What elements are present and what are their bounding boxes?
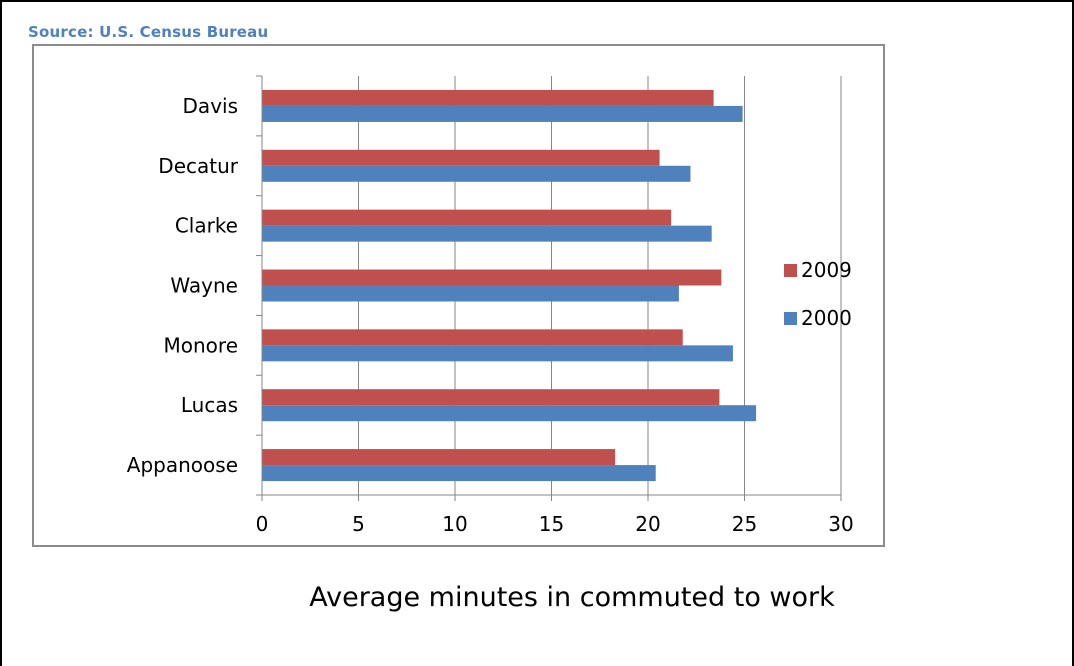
category-label: Lucas	[181, 393, 238, 417]
x-tick-label: 10	[442, 512, 467, 536]
category-label: Decatur	[158, 154, 238, 178]
category-label: Wayne	[170, 274, 238, 298]
chart-caption: Average minutes in commuted to work	[309, 582, 835, 613]
x-tick-label: 0	[256, 512, 269, 536]
category-label: Appanoose	[127, 453, 238, 477]
bar-2009-lucas	[262, 389, 720, 406]
bar-2009-davis	[262, 89, 714, 106]
category-label: Monore	[164, 333, 239, 357]
bar-chart: 0 5 10 15 20 25 30 Davis Decatur Clarke Wayne Monor…	[127, 75, 854, 536]
legend-label-2000: 2000	[801, 306, 852, 330]
bar-2009-monore	[262, 329, 683, 346]
legend-swatch-2000	[784, 312, 797, 325]
x-tick-label: 5	[352, 512, 365, 536]
bar-2000-monore	[262, 345, 733, 362]
bar-2009-decatur	[262, 149, 660, 166]
bar-2000-wayne	[262, 285, 679, 302]
bar-2009-wayne	[262, 269, 722, 286]
bar-2009-appanoose	[262, 449, 616, 466]
x-tick-label: 15	[539, 512, 564, 536]
category-label: Clarke	[175, 214, 238, 238]
x-tick-label: 25	[732, 512, 757, 536]
bar-2009-clarke	[262, 209, 672, 226]
category-label: Davis	[183, 94, 238, 118]
chart-area: 0 5 10 15 20 25 30 Davis Decatur Clarke Wayne Monor…	[32, 44, 885, 547]
bar-2000-lucas	[262, 405, 757, 422]
source-label: Source: U.S. Census Bureau	[28, 23, 269, 41]
legend-swatch-2009	[784, 264, 797, 277]
bar-2000-clarke	[262, 225, 712, 242]
bar-2000-appanoose	[262, 465, 656, 482]
x-tick-label: 30	[828, 512, 853, 536]
bar-2000-davis	[262, 105, 743, 122]
legend-label-2009: 2009	[801, 258, 852, 282]
x-tick-label: 20	[635, 512, 660, 536]
bar-2000-decatur	[262, 165, 691, 182]
